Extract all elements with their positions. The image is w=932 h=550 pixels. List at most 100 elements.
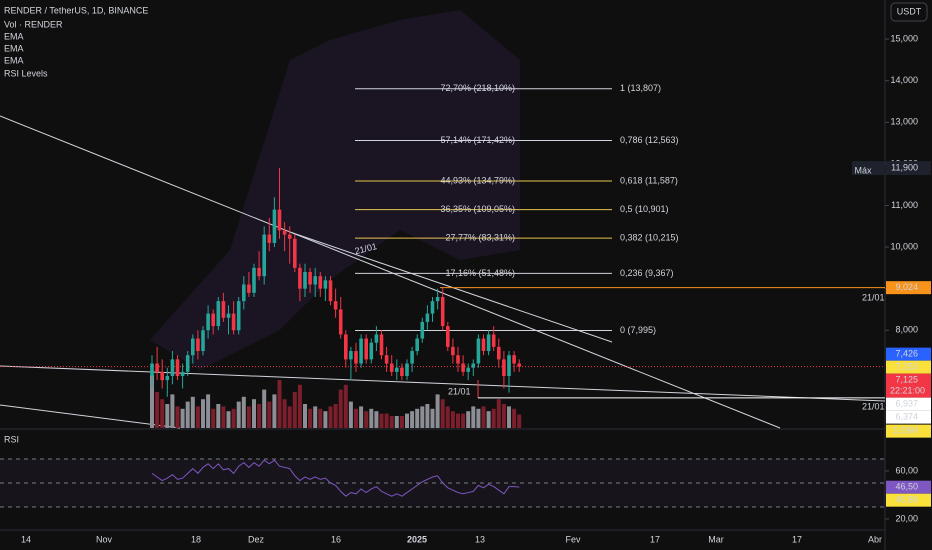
rsi-tick-label: 60,00	[895, 465, 918, 475]
volume-bar	[389, 416, 394, 428]
fib-right-label: 0 (7,995)	[620, 325, 656, 335]
volume-bar	[486, 411, 491, 428]
fib-right-label: 1 (13,807)	[620, 83, 661, 93]
candle-body	[415, 338, 419, 352]
candle-body	[461, 363, 465, 372]
volume-bar	[440, 399, 445, 428]
candle-body	[175, 359, 180, 377]
volume-bar	[282, 399, 287, 428]
candle-body	[420, 321, 425, 339]
volume-badge-label: 5,59M	[893, 426, 918, 436]
candle-body	[221, 301, 226, 318]
max-badge-tag	[852, 161, 885, 176]
fib-right-label: 0,786 (12,563)	[620, 135, 679, 145]
legend-item: RSI Levels	[4, 68, 48, 78]
candle-body	[150, 363, 154, 377]
price-badge	[886, 347, 931, 361]
candle-body	[282, 230, 287, 235]
candle-body	[446, 326, 450, 347]
candle-body	[410, 351, 414, 364]
volume-bar	[257, 404, 262, 428]
volume-bar	[231, 408, 236, 428]
x-tick-label: 2025	[407, 534, 427, 544]
volume-bar	[333, 404, 338, 428]
volume-bar	[150, 375, 154, 428]
candle-body	[369, 342, 374, 360]
volume-bar	[456, 413, 460, 428]
candle-body	[201, 330, 205, 352]
candle-body	[165, 376, 170, 381]
candle-body	[389, 363, 394, 372]
volume-bar	[435, 394, 440, 428]
candle-body	[374, 334, 379, 343]
price-badge	[886, 397, 931, 411]
volume-bar	[420, 406, 425, 428]
x-tick-label: 17	[650, 534, 660, 544]
fib-left-label: 27,77% (83,31%)	[445, 232, 515, 242]
volume-bar	[308, 408, 313, 428]
volume-bar	[415, 408, 420, 428]
x-tick-label: Dez	[248, 534, 265, 544]
volume-bar	[313, 406, 318, 428]
volume-bar	[323, 411, 328, 428]
rsi-badge	[886, 493, 931, 507]
candle-body	[497, 346, 501, 360]
candle-body	[395, 367, 399, 372]
volume-bar	[364, 411, 369, 428]
candle-body	[481, 338, 486, 352]
candle-body	[451, 346, 455, 356]
trendline	[289, 231, 613, 343]
volume-bar	[507, 406, 511, 428]
candle-body	[354, 351, 358, 364]
fib-right-label: 0,236 (9,367)	[620, 268, 674, 278]
candle-body	[287, 234, 292, 239]
volume-bar	[430, 408, 435, 428]
candle-body	[323, 280, 328, 289]
volume-bar	[328, 406, 333, 428]
price-badge	[886, 410, 931, 424]
candle-body	[247, 284, 251, 293]
max-tag: Máx	[854, 165, 872, 175]
volume-bar	[201, 399, 205, 428]
y-tick-label: 11,000	[891, 200, 918, 210]
volume-bar	[476, 408, 481, 428]
volume-bar	[354, 408, 358, 428]
candle-body	[349, 351, 353, 360]
candle-body	[293, 238, 297, 268]
volume-bar	[211, 408, 216, 428]
candle-body	[471, 363, 476, 368]
cloud-band	[150, 10, 520, 370]
volume-bar	[221, 406, 226, 428]
candle-body	[272, 209, 277, 243]
legend-item: EMA	[4, 31, 24, 41]
candle-body	[364, 338, 368, 360]
price-badge-label: 7,426	[895, 349, 918, 359]
volume-bar	[405, 413, 409, 428]
volume-bar	[445, 406, 450, 428]
annotation: 21/01	[448, 386, 471, 396]
fib-right-label: 0,618 (11,587)	[620, 175, 678, 185]
trendline	[0, 365, 886, 402]
volume-bar	[379, 413, 384, 428]
volume-bar	[348, 401, 353, 428]
currency-button[interactable]	[890, 2, 928, 22]
y-tick-label: 10,000	[890, 241, 918, 251]
candle-body	[160, 371, 164, 381]
candle-body	[211, 313, 215, 327]
candle-body	[379, 334, 384, 356]
price-badge	[886, 373, 931, 398]
volume-bar	[206, 394, 211, 428]
candle-body	[267, 234, 272, 243]
candle-body	[298, 267, 302, 289]
candle-body	[231, 313, 236, 331]
rsi-title: RSI	[4, 434, 19, 444]
x-tick-label: Nov	[96, 534, 113, 544]
volume-bar	[195, 406, 200, 428]
volume-bar	[292, 392, 297, 428]
volume-bar	[466, 411, 471, 428]
rsi-badge-label: 45,86	[895, 495, 918, 505]
currency-label[interactable]: USDT	[897, 6, 922, 16]
candle-body	[313, 276, 317, 285]
candle-body	[328, 280, 333, 302]
